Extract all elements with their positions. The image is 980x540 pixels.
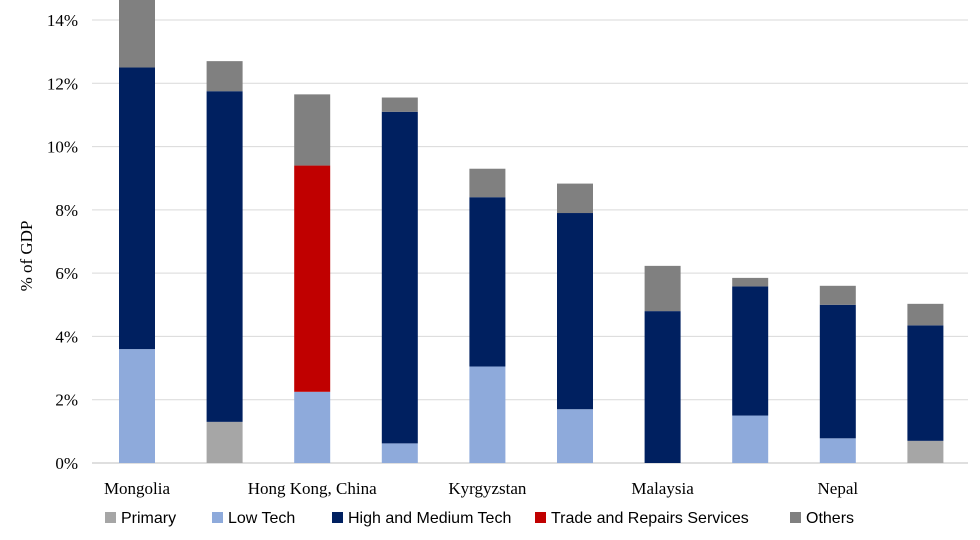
bar-segment (469, 168, 506, 198)
bar-segment (907, 440, 944, 463)
x-category-label: Hong Kong, China (248, 479, 377, 498)
bar-segment (294, 165, 331, 392)
legend-swatch (332, 512, 343, 523)
legend-label: Trade and Repairs Services (551, 510, 749, 527)
legend-item: Others (790, 510, 854, 527)
bar-segment (206, 91, 243, 422)
legend-swatch (535, 512, 546, 523)
bar-segment (119, 0, 155, 68)
bar-segment (206, 61, 243, 92)
legend-label: Others (806, 510, 854, 527)
legend-label: Low Tech (228, 510, 295, 527)
legend-swatch (212, 512, 223, 523)
bar-segment (469, 197, 506, 367)
y-tick-label: 10% (47, 138, 78, 157)
bar-segment (469, 366, 506, 463)
bar-segment (381, 111, 418, 444)
x-category-label: Malaysia (631, 479, 694, 498)
y-tick-label: 6% (55, 264, 78, 283)
bar-segment (381, 443, 418, 463)
bar-segment (819, 285, 856, 305)
legend-item: Low Tech (212, 510, 295, 527)
bar-segment (819, 304, 856, 439)
legend-item: Primary (105, 510, 176, 527)
bar-segment (557, 409, 593, 463)
y-tick-label: 2% (55, 391, 78, 410)
y-tick-label: 0% (55, 454, 78, 473)
bar-segment (119, 67, 155, 350)
y-tick-label: 4% (55, 327, 78, 346)
x-category-label: Kyrgyzstan (448, 479, 527, 498)
y-tick-label: 12% (47, 74, 78, 93)
x-category-label: Mongolia (104, 479, 171, 498)
bar-segment (732, 286, 769, 416)
legend: Primary Low Tech High and Medium Tech Trade… (105, 510, 854, 527)
legend-swatch (790, 512, 801, 523)
bar-segment (644, 265, 681, 312)
bar-segment (732, 277, 769, 287)
bar-segment (644, 311, 681, 463)
legend-swatch (105, 512, 116, 523)
bar-segment (206, 421, 243, 463)
bar-segment (732, 415, 769, 463)
bar-segment (907, 325, 944, 441)
y-tick-label: 8% (55, 201, 78, 220)
bar-segment (907, 303, 944, 326)
bar-segment (294, 391, 331, 463)
legend-item: High and Medium Tech (332, 510, 511, 527)
axes: 0% 2% 4% 6% 8% 10% 12% 14% Mongolia Hong Kong, Ch… (47, 11, 859, 498)
bar-segment (557, 183, 593, 214)
bar-segment (294, 94, 331, 166)
bar-segment (381, 97, 418, 112)
y-tick-label: 14% (47, 11, 78, 30)
y-axis-label: % of GDP (17, 221, 36, 292)
bar-segment (819, 438, 856, 463)
legend-label: High and Medium Tech (348, 510, 511, 527)
bar-segment (557, 213, 593, 410)
bars (119, 0, 944, 463)
x-category-label: Nepal (818, 479, 859, 498)
legend-item: Trade and Repairs Services (535, 510, 749, 527)
bar-segment (119, 349, 155, 463)
legend-label: Primary (121, 510, 176, 527)
